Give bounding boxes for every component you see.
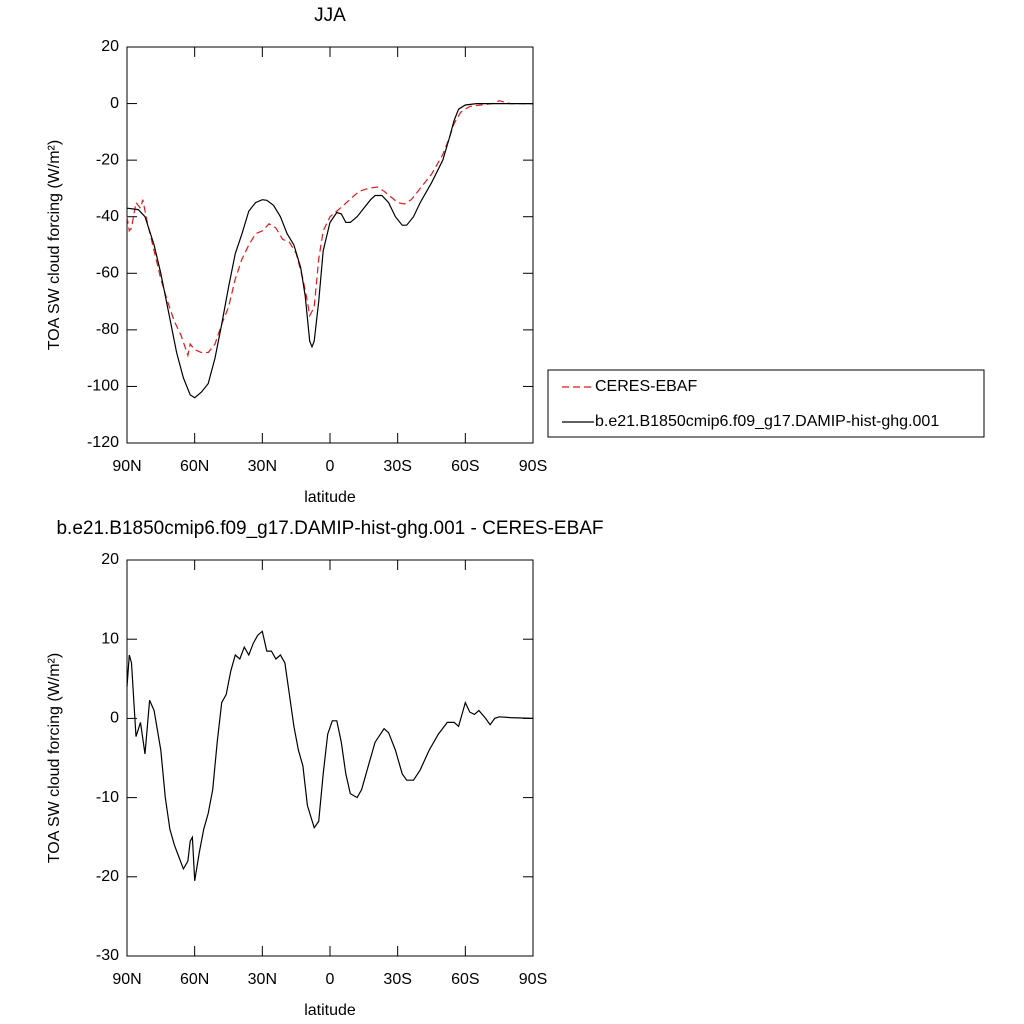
x-tick-label: 60S [451, 971, 479, 988]
legend-label: CERES-EBAF [595, 378, 697, 395]
data-line [126, 100, 533, 358]
y-tick-label: -10 [96, 789, 119, 806]
y-tick-label: -20 [96, 868, 119, 885]
plot-frame [126, 559, 534, 957]
x-tick-label: 90N [112, 458, 141, 475]
x-tick-label: 0 [326, 971, 335, 988]
x-tick-label: 30N [248, 971, 277, 988]
x-tick-label: 30S [383, 971, 411, 988]
y-tick-label: -30 [96, 947, 119, 964]
y-tick-label: -80 [96, 321, 119, 338]
x-axis-label: latitude [304, 489, 356, 506]
x-tick-label: 60N [180, 971, 209, 988]
x-axis-label: latitude [304, 1002, 356, 1019]
y-tick-label: -20 [96, 151, 119, 168]
y-axis-label: TOA SW cloud forcing (W/m²) [46, 653, 63, 863]
x-tick-label: 90S [519, 458, 547, 475]
y-tick-label: 20 [101, 38, 119, 55]
y-tick-label: 20 [101, 551, 119, 568]
chart-title: JJA [314, 5, 346, 26]
y-tick-label: -100 [87, 378, 119, 395]
data-line [126, 630, 534, 881]
y-tick-label: -120 [87, 434, 119, 451]
data-line [126, 103, 533, 399]
y-tick-label: 0 [110, 710, 119, 727]
x-tick-label: 90N [112, 971, 141, 988]
y-tick-label: -40 [96, 208, 119, 225]
chart-title: b.e21.B1850cmip6.f09_g17.DAMIP-hist-ghg.… [56, 518, 603, 539]
y-tick-label: 0 [110, 95, 119, 112]
legend-label: b.e21.B1850cmip6.f09_g17.DAMIP-hist-ghg.… [595, 413, 939, 430]
x-tick-label: 90S [519, 971, 547, 988]
y-axis-label: TOA SW cloud forcing (W/m²) [46, 140, 63, 350]
x-tick-label: 30N [248, 458, 277, 475]
y-tick-label: -60 [96, 265, 119, 282]
plot-frame [126, 46, 534, 444]
x-tick-label: 60S [451, 458, 479, 475]
legend-box [547, 369, 985, 438]
y-tick-label: 10 [101, 630, 119, 647]
x-tick-label: 0 [326, 458, 335, 475]
x-tick-label: 60N [180, 458, 209, 475]
x-tick-label: 30S [383, 458, 411, 475]
